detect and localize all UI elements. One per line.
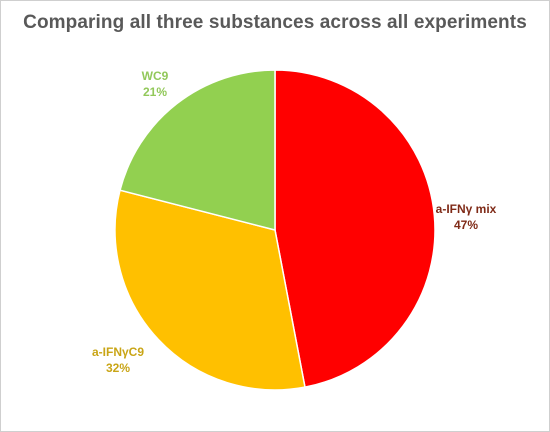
pie-slice-3	[119, 69, 276, 231]
slice-percent-label: 47%	[454, 218, 478, 232]
pie-slice-1	[274, 69, 436, 389]
pie-slice-2	[114, 189, 306, 391]
slice-percent-label: 32%	[106, 361, 130, 375]
slice-percent-label: 21%	[143, 85, 167, 99]
slice-name-label: a-IFNγ mix	[436, 202, 497, 216]
chart-title: Comparing all three substances across al…	[23, 12, 527, 33]
slice-name-label: WC9	[142, 69, 169, 83]
slice-name-label: a-IFNγC9	[92, 345, 144, 359]
